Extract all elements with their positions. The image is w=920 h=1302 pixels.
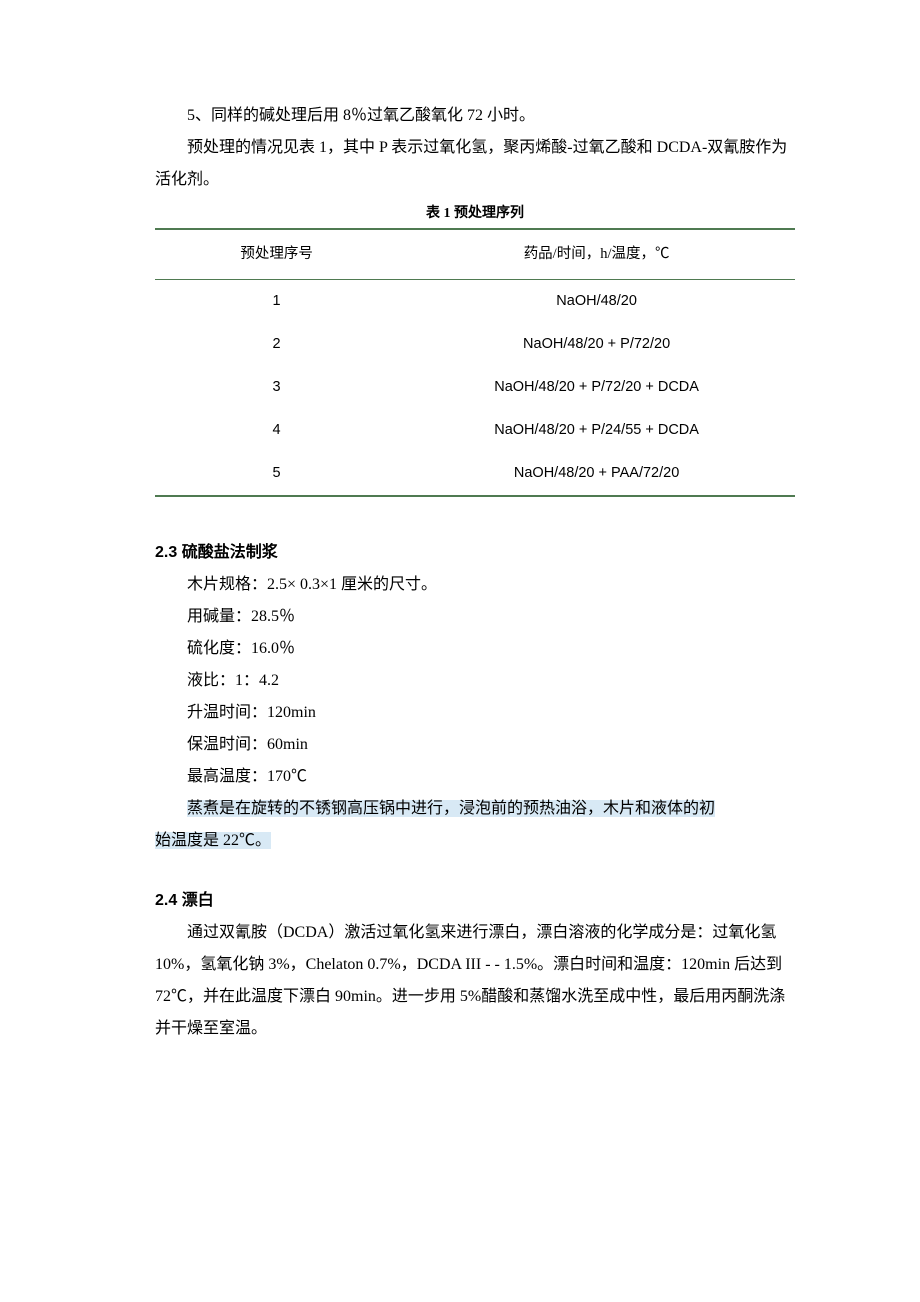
table-header-col2: 药品/时间，h/温度，℃ bbox=[398, 229, 795, 280]
section-title: 硫酸盐法制浆 bbox=[182, 544, 278, 561]
table-cell-num: 5 bbox=[155, 452, 398, 496]
table-cell-num: 3 bbox=[155, 366, 398, 409]
table-caption: 表 1 预处理序列 bbox=[155, 200, 795, 228]
spec-max-temp: 最高温度：170℃ bbox=[155, 761, 795, 793]
cooking-note: 蒸煮是在旋转的不锈钢高压锅中进行，浸泡前的预热油浴，木片和液体的初 bbox=[155, 793, 795, 825]
spec-wood: 木片规格：2.5× 0.3×1 厘米的尺寸。 bbox=[155, 569, 795, 601]
table-row: 2 NaOH/48/20 + P/72/20 bbox=[155, 323, 795, 366]
bleaching-body: 通过双氰胺（DCDA）激活过氧化氢来进行漂白，漂白溶液的化学成分是：过氧化氢 1… bbox=[155, 917, 795, 1045]
table-row: 5 NaOH/48/20 + PAA/72/20 bbox=[155, 452, 795, 496]
table-row: 4 NaOH/48/20 + P/24/55 + DCDA bbox=[155, 409, 795, 452]
table-cell-num: 4 bbox=[155, 409, 398, 452]
spec-hold-time: 保温时间：60min bbox=[155, 729, 795, 761]
table-row: 1 NaOH/48/20 bbox=[155, 280, 795, 324]
table-cell-val: NaOH/48/20 + P/72/20 + DCDA bbox=[398, 366, 795, 409]
table-cell-val: NaOH/48/20 + PAA/72/20 bbox=[398, 452, 795, 496]
spec-sulfidity: 硫化度：16.0％ bbox=[155, 633, 795, 665]
spec-ramp-time: 升温时间：120min bbox=[155, 697, 795, 729]
section-2-3-heading: 2.3 硫酸盐法制浆 bbox=[155, 537, 795, 569]
intro-line-2: 预处理的情况见表 1，其中 P 表示过氧化氢，聚丙烯酸-过氧乙酸和 DCDA-双… bbox=[155, 132, 795, 196]
table-cell-num: 2 bbox=[155, 323, 398, 366]
cooking-note-line1: 蒸煮是在旋转的不锈钢高压锅中进行，浸泡前的预热油浴，木片和液体的初 bbox=[187, 800, 715, 817]
table-row: 3 NaOH/48/20 + P/72/20 + DCDA bbox=[155, 366, 795, 409]
table-cell-num: 1 bbox=[155, 280, 398, 324]
table-header-col1: 预处理序号 bbox=[155, 229, 398, 280]
table-cell-val: NaOH/48/20 + P/24/55 + DCDA bbox=[398, 409, 795, 452]
spec-liquor-ratio: 液比：1：4.2 bbox=[155, 665, 795, 697]
section-num: 2.3 bbox=[155, 544, 177, 561]
table-cell-val: NaOH/48/20 + P/72/20 bbox=[398, 323, 795, 366]
table-header-row: 预处理序号 药品/时间，h/温度，℃ bbox=[155, 229, 795, 280]
table-cell-val: NaOH/48/20 bbox=[398, 280, 795, 324]
cooking-note-cont: 始温度是 22℃。 bbox=[155, 825, 795, 857]
intro-line-1: 5、同样的碱处理后用 8％过氧乙酸氧化 72 小时。 bbox=[155, 100, 795, 132]
section-2-4-heading: 2.4 漂白 bbox=[155, 885, 795, 917]
cooking-note-line2: 始温度是 22℃。 bbox=[155, 832, 271, 849]
spec-alkali: 用碱量：28.5％ bbox=[155, 601, 795, 633]
section-title: 漂白 bbox=[182, 892, 214, 909]
section-num: 2.4 bbox=[155, 892, 177, 909]
pretreatment-table: 预处理序号 药品/时间，h/温度，℃ 1 NaOH/48/20 2 NaOH/4… bbox=[155, 228, 795, 497]
